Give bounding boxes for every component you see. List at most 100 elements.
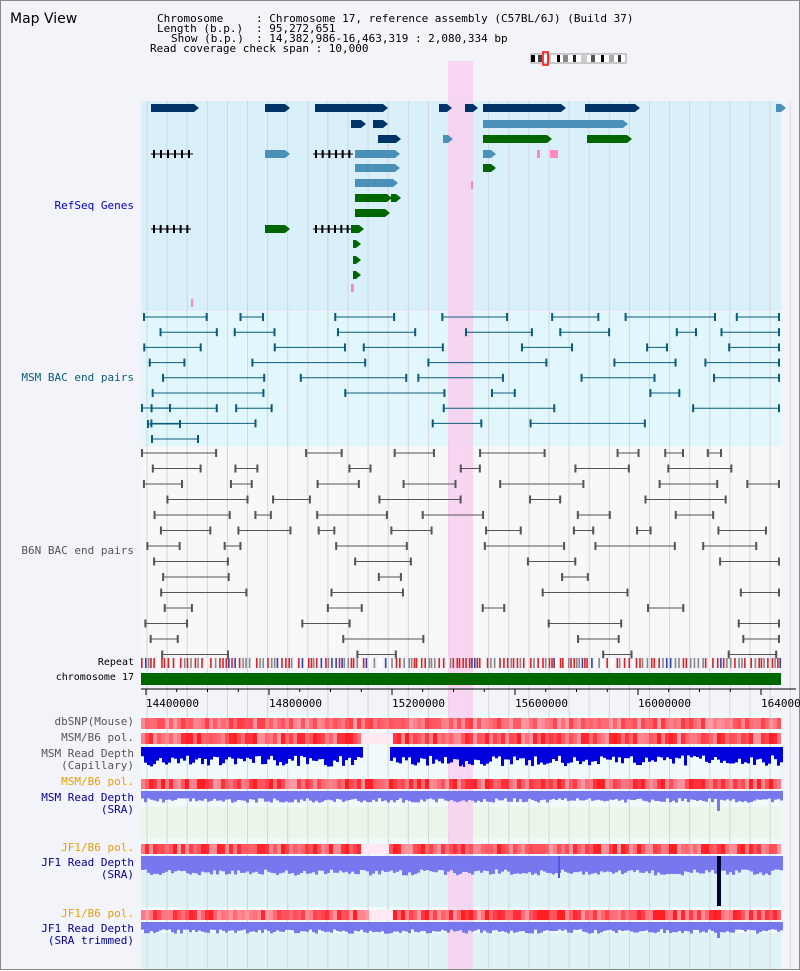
depth-bar[interactable] bbox=[660, 747, 663, 758]
heat-cell[interactable] bbox=[601, 733, 605, 744]
depth-bar[interactable] bbox=[207, 856, 210, 873]
depth-bar[interactable] bbox=[456, 791, 459, 803]
depth-bar[interactable] bbox=[639, 791, 642, 799]
heat-cell[interactable] bbox=[285, 733, 289, 744]
heat-cell[interactable] bbox=[461, 910, 465, 920]
heat-cell[interactable] bbox=[213, 733, 217, 744]
heat-cell[interactable] bbox=[373, 844, 377, 854]
repeat-element[interactable] bbox=[420, 658, 423, 668]
repeat-element[interactable] bbox=[635, 658, 638, 668]
heat-cell[interactable] bbox=[401, 844, 405, 854]
heat-cell[interactable] bbox=[653, 844, 657, 854]
heat-cell[interactable] bbox=[373, 779, 377, 789]
depth-bar[interactable] bbox=[762, 856, 765, 876]
depth-bar[interactable] bbox=[240, 922, 243, 931]
depth-bar[interactable] bbox=[483, 922, 486, 931]
heat-cell[interactable] bbox=[333, 910, 337, 920]
heat-cell[interactable] bbox=[373, 718, 377, 729]
depth-spike[interactable] bbox=[717, 856, 721, 906]
heat-cell[interactable] bbox=[269, 779, 273, 789]
depth-bar[interactable] bbox=[687, 922, 690, 932]
depth-bar[interactable] bbox=[288, 791, 291, 803]
repeat-element[interactable] bbox=[169, 658, 172, 668]
heat-cell[interactable] bbox=[465, 844, 469, 854]
heat-cell[interactable] bbox=[165, 733, 169, 744]
repeat-element[interactable] bbox=[669, 658, 672, 668]
heat-cell[interactable] bbox=[521, 779, 525, 789]
heat-cell[interactable] bbox=[505, 779, 509, 789]
repeat-element[interactable] bbox=[214, 658, 217, 668]
heat-cell[interactable] bbox=[297, 844, 301, 854]
depth-bar[interactable] bbox=[735, 922, 738, 930]
depth-bar[interactable] bbox=[393, 791, 396, 803]
depth-bar[interactable] bbox=[486, 856, 489, 872]
depth-bar[interactable] bbox=[588, 747, 591, 766]
heat-cell[interactable] bbox=[157, 779, 161, 789]
depth-bar[interactable] bbox=[669, 856, 672, 874]
track-label-b6n-bac[interactable]: B6N BAC end pairs bbox=[21, 544, 134, 557]
heat-cell[interactable] bbox=[345, 733, 349, 744]
heat-cell[interactable] bbox=[141, 733, 145, 744]
depth-bar[interactable] bbox=[735, 747, 738, 763]
heat-cell[interactable] bbox=[233, 844, 237, 854]
heat-cell[interactable] bbox=[481, 718, 485, 729]
heat-cell[interactable] bbox=[613, 910, 617, 920]
depth-bar[interactable] bbox=[246, 856, 249, 872]
heat-cell[interactable] bbox=[757, 779, 761, 789]
depth-bar[interactable] bbox=[249, 856, 252, 875]
gene-exon[interactable] bbox=[335, 150, 337, 158]
depth-bar[interactable] bbox=[555, 747, 558, 761]
heat-cell[interactable] bbox=[245, 718, 249, 729]
depth-bar[interactable] bbox=[324, 747, 327, 766]
heat-cell[interactable] bbox=[501, 910, 505, 920]
heat-cell[interactable] bbox=[421, 718, 425, 729]
heat-cell[interactable] bbox=[197, 910, 201, 920]
depth-bar[interactable] bbox=[636, 791, 639, 800]
heat-cell[interactable] bbox=[713, 779, 717, 789]
repeat-element[interactable] bbox=[544, 658, 547, 668]
heat-cell[interactable] bbox=[613, 718, 617, 729]
depth-bar[interactable] bbox=[369, 856, 372, 876]
gene-feature[interactable] bbox=[315, 104, 383, 112]
depth-bar[interactable] bbox=[576, 791, 579, 799]
depth-bar[interactable] bbox=[321, 791, 324, 802]
depth-bar[interactable] bbox=[543, 747, 546, 765]
depth-bar[interactable] bbox=[720, 922, 723, 933]
heat-cell[interactable] bbox=[317, 910, 321, 920]
heat-cell[interactable] bbox=[369, 718, 373, 729]
heat-cell[interactable] bbox=[257, 844, 261, 854]
heat-cell[interactable] bbox=[633, 910, 637, 920]
heat-cell[interactable] bbox=[633, 779, 637, 789]
repeat-element[interactable] bbox=[201, 658, 203, 668]
heat-cell[interactable] bbox=[757, 718, 761, 729]
repeat-element[interactable] bbox=[186, 658, 189, 668]
depth-bar[interactable] bbox=[225, 856, 228, 875]
depth-bar[interactable] bbox=[597, 922, 600, 934]
heat-cell[interactable] bbox=[657, 733, 661, 744]
depth-bar[interactable] bbox=[693, 747, 696, 757]
heat-cell[interactable] bbox=[145, 779, 149, 789]
depth-bar[interactable] bbox=[414, 747, 417, 766]
depth-bar[interactable] bbox=[243, 791, 246, 801]
heat-cell[interactable] bbox=[769, 779, 773, 789]
depth-bar[interactable] bbox=[492, 922, 495, 931]
heat-cell[interactable] bbox=[185, 718, 189, 729]
depth-bar[interactable] bbox=[327, 856, 330, 874]
depth-bar[interactable] bbox=[477, 856, 480, 871]
depth-bar[interactable] bbox=[744, 747, 747, 763]
repeat-element[interactable] bbox=[709, 658, 711, 668]
depth-bar[interactable] bbox=[510, 791, 513, 802]
heat-cell[interactable] bbox=[733, 910, 737, 920]
depth-bar[interactable] bbox=[207, 791, 210, 802]
depth-bar[interactable] bbox=[387, 791, 390, 803]
depth-bar[interactable] bbox=[567, 791, 570, 801]
heat-cell[interactable] bbox=[153, 733, 157, 744]
depth-bar[interactable] bbox=[354, 791, 357, 799]
depth-bar[interactable] bbox=[627, 856, 630, 871]
repeat-element[interactable] bbox=[234, 658, 236, 668]
depth-bar[interactable] bbox=[738, 791, 741, 802]
heat-cell[interactable] bbox=[581, 844, 585, 854]
heat-cell[interactable] bbox=[649, 779, 653, 789]
repeat-element[interactable] bbox=[493, 658, 496, 668]
depth-bar[interactable] bbox=[168, 791, 171, 800]
